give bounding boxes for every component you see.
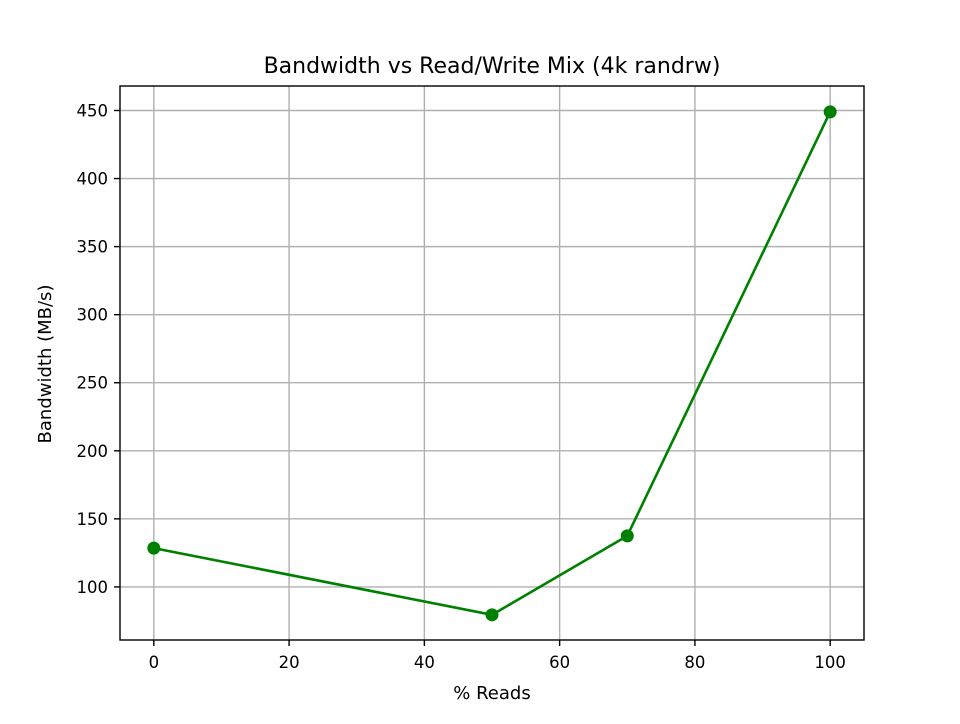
x-tick-label: 20 bbox=[279, 653, 300, 672]
data-point bbox=[147, 541, 161, 555]
data-point bbox=[823, 105, 837, 119]
y-axis-label: Bandwidth (MB/s) bbox=[35, 285, 56, 444]
series-line bbox=[153, 111, 832, 617]
y-tick-label: 300 bbox=[77, 306, 109, 325]
chart-title: Bandwidth vs Read/Write Mix (4k randrw) bbox=[264, 54, 721, 79]
y-tick-label: 400 bbox=[77, 170, 109, 189]
y-tick-label: 200 bbox=[77, 442, 109, 461]
x-tick-label: 100 bbox=[814, 653, 846, 672]
y-tick-label: 150 bbox=[77, 510, 109, 529]
y-tick-label: 250 bbox=[77, 374, 109, 393]
x-tick-label: 0 bbox=[149, 653, 160, 672]
data-point bbox=[485, 608, 499, 622]
axis-ticks: 0 20 40 60 80 100 100 150 200 250 300 350 400 450 bbox=[77, 102, 846, 672]
y-tick-label: 350 bbox=[77, 238, 109, 257]
x-tick-label: 60 bbox=[549, 653, 570, 672]
x-tick-label: 80 bbox=[684, 653, 705, 672]
x-axis-label: % Reads bbox=[453, 683, 530, 704]
series-layer bbox=[147, 105, 837, 622]
data-point bbox=[620, 529, 634, 543]
x-tick-label: 40 bbox=[414, 653, 435, 672]
y-tick-label: 100 bbox=[77, 578, 109, 597]
y-tick-label: 450 bbox=[77, 102, 109, 121]
grid bbox=[120, 86, 864, 640]
plot-frame bbox=[119, 85, 865, 641]
